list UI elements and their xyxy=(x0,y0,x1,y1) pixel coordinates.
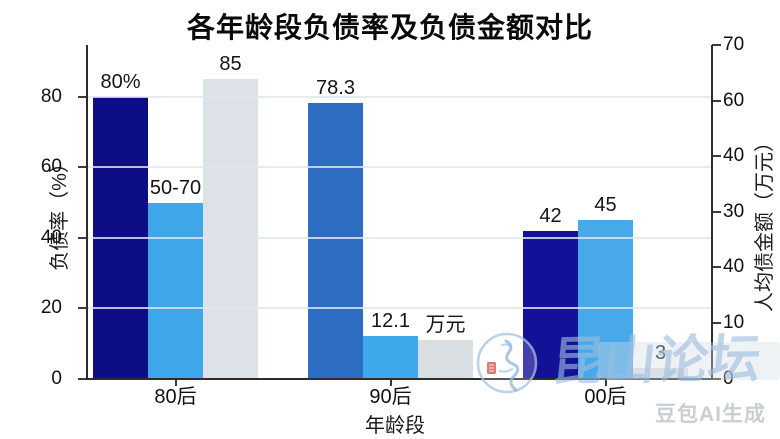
x-tick-mark xyxy=(174,379,177,386)
watermark-site-text: 昆山论坛 xyxy=(548,328,764,394)
bar-80后-gray-bars xyxy=(203,79,258,379)
x-tick-label: 80后 xyxy=(154,386,197,408)
gridline-20 xyxy=(88,307,712,310)
left-tick-label: 0 xyxy=(51,367,62,389)
gridline-80 xyxy=(88,95,712,98)
right-tick-mark xyxy=(712,210,721,213)
right-tick-mark xyxy=(712,266,721,269)
gridline-40 xyxy=(88,236,712,239)
bar-value-label: 50-70 xyxy=(149,176,202,199)
x-tick-label: 90后 xyxy=(369,386,412,408)
x-axis-title: 年龄段 xyxy=(365,415,425,437)
bar-value-label: 78.3 xyxy=(316,76,355,99)
bar-value-label: 85 xyxy=(219,53,242,76)
left-axis-line xyxy=(86,45,88,380)
bar-90后-light-blue-bars xyxy=(363,335,418,379)
bottom-axis-line xyxy=(86,378,713,380)
left-axis-title: 负债率（%） xyxy=(48,153,71,271)
bar-90后-debt-ratio-bars xyxy=(308,102,363,379)
bar-90后-gray-bars xyxy=(418,339,473,379)
right-tick-mark xyxy=(712,321,721,324)
chart-title: 各年龄段负债率及负债金额对比 xyxy=(186,12,593,43)
right-tick-mark xyxy=(712,155,721,158)
gridline-60 xyxy=(88,166,712,169)
watermark-generator-text: 豆包AI生成 xyxy=(655,403,766,426)
right-tick-mark xyxy=(712,99,721,102)
right-axis-title: 人均债金额（万元） xyxy=(753,132,776,312)
bar-value-label: 80% xyxy=(100,70,141,93)
bar-value-label: 45 xyxy=(594,194,617,217)
bar-80后-debt-ratio-bars xyxy=(93,96,148,379)
bar-80后-light-blue-bars xyxy=(148,202,203,379)
right-tick-label: 60 xyxy=(723,89,745,111)
x-tick-mark xyxy=(389,379,392,386)
bar-value-label: 42 xyxy=(539,204,562,227)
watermark-seal-icon xyxy=(476,332,538,394)
bar-value-label: 12.1 xyxy=(371,309,410,332)
